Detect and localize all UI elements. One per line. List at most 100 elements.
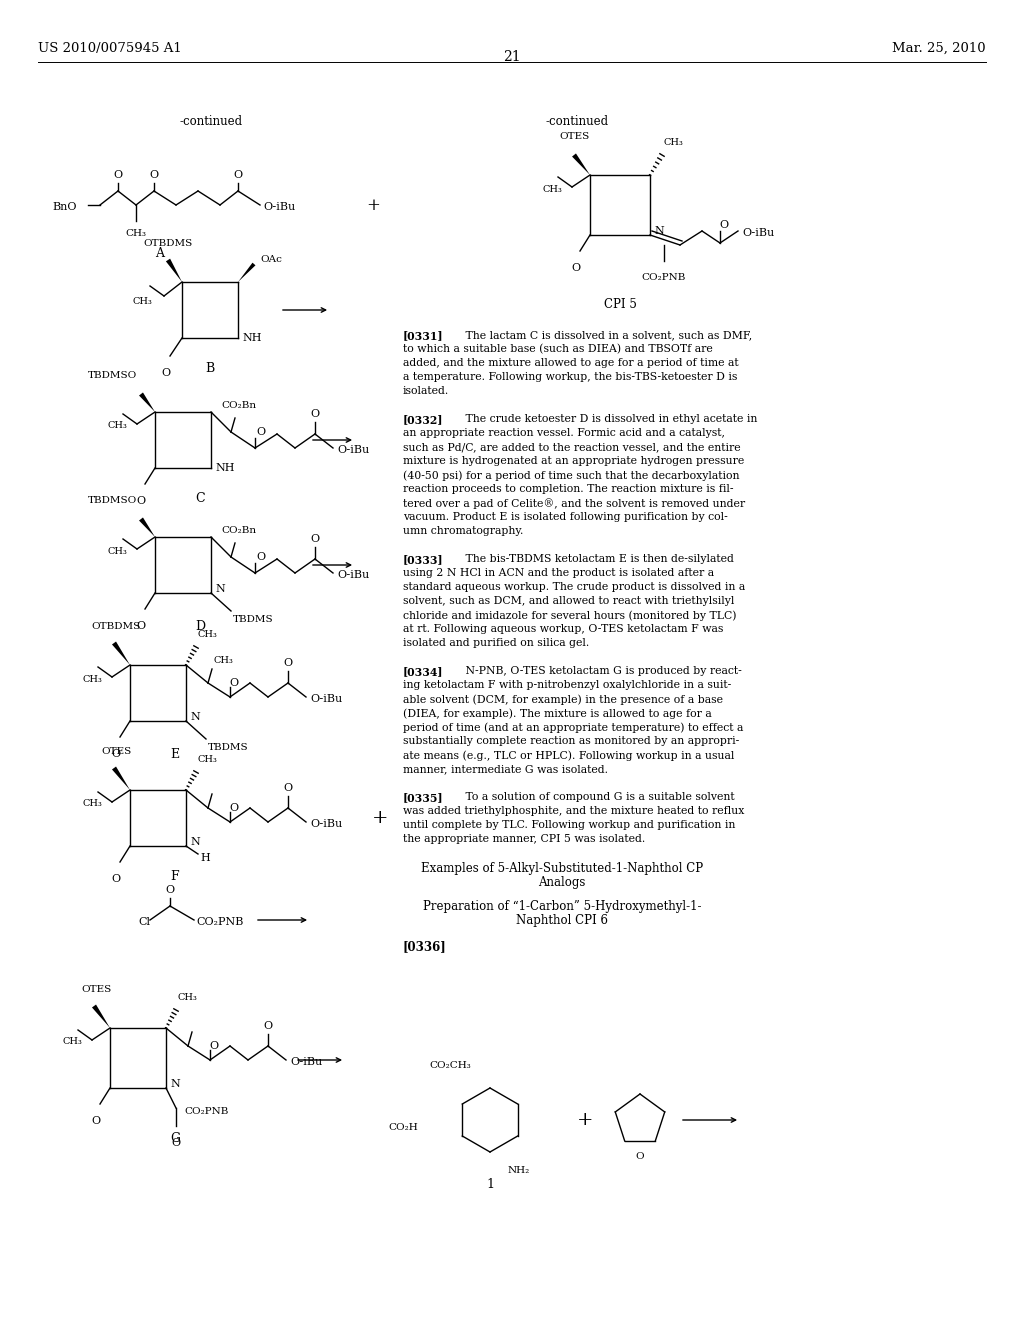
Text: ate means (e.g., TLC or HPLC). Following workup in a usual: ate means (e.g., TLC or HPLC). Following… bbox=[403, 750, 734, 760]
Text: CH₃: CH₃ bbox=[126, 228, 146, 238]
Text: CH₃: CH₃ bbox=[82, 675, 102, 684]
Text: NH: NH bbox=[242, 333, 261, 343]
Text: NH₂: NH₂ bbox=[508, 1166, 530, 1175]
Text: the appropriate manner, CPI 5 was isolated.: the appropriate manner, CPI 5 was isolat… bbox=[403, 834, 645, 843]
Text: CH₃: CH₃ bbox=[198, 630, 218, 639]
Text: D: D bbox=[195, 620, 205, 634]
Text: G: G bbox=[170, 1133, 180, 1144]
Text: mixture is hydrogenated at an appropriate hydrogen pressure: mixture is hydrogenated at an appropriat… bbox=[403, 455, 744, 466]
Text: CO₂PNB: CO₂PNB bbox=[184, 1107, 228, 1117]
Text: was added triethylphosphite, and the mixture heated to reflux: was added triethylphosphite, and the mix… bbox=[403, 807, 744, 816]
Text: to which a suitable base (such as DIEA) and TBSOTf are: to which a suitable base (such as DIEA) … bbox=[403, 345, 713, 354]
Polygon shape bbox=[92, 1005, 110, 1028]
Text: ing ketolactam F with p-nitrobenzyl oxalylchloride in a suit-: ing ketolactam F with p-nitrobenzyl oxal… bbox=[403, 680, 731, 690]
Polygon shape bbox=[238, 263, 256, 282]
Text: O: O bbox=[256, 552, 265, 562]
Text: CH₃: CH₃ bbox=[108, 546, 127, 556]
Text: The bis-TBDMS ketolactam E is then de-silylated: The bis-TBDMS ketolactam E is then de-si… bbox=[455, 554, 734, 564]
Text: CH₃: CH₃ bbox=[82, 800, 102, 808]
Text: CH₃: CH₃ bbox=[108, 421, 127, 430]
Text: added, and the mixture allowed to age for a period of time at: added, and the mixture allowed to age fo… bbox=[403, 358, 738, 368]
Polygon shape bbox=[139, 517, 155, 537]
Text: O: O bbox=[166, 884, 174, 895]
Text: [0331]: [0331] bbox=[403, 330, 443, 341]
Text: 1: 1 bbox=[486, 1177, 494, 1191]
Text: [0335]: [0335] bbox=[403, 792, 443, 803]
Text: O: O bbox=[310, 535, 319, 544]
Text: +: + bbox=[577, 1111, 593, 1129]
Text: -continued: -continued bbox=[545, 115, 608, 128]
Text: O: O bbox=[162, 368, 171, 378]
Polygon shape bbox=[139, 392, 155, 412]
Text: Naphthol CPI 6: Naphthol CPI 6 bbox=[516, 913, 608, 927]
Text: O-iBu: O-iBu bbox=[742, 228, 774, 238]
Text: tered over a pad of Celite®, and the solvent is removed under: tered over a pad of Celite®, and the sol… bbox=[403, 498, 745, 508]
Text: Mar. 25, 2010: Mar. 25, 2010 bbox=[892, 42, 986, 55]
Text: Analogs: Analogs bbox=[539, 876, 586, 888]
Text: solvent, such as DCM, and allowed to react with triethylsilyl: solvent, such as DCM, and allowed to rea… bbox=[403, 597, 734, 606]
Text: TBDMS: TBDMS bbox=[233, 615, 273, 624]
Text: isolated.: isolated. bbox=[403, 385, 450, 396]
Text: O: O bbox=[233, 170, 243, 180]
Text: +: + bbox=[372, 809, 388, 828]
Text: CH₃: CH₃ bbox=[132, 297, 152, 306]
Text: B: B bbox=[206, 362, 215, 375]
Text: O: O bbox=[720, 220, 728, 230]
Text: CH₃: CH₃ bbox=[214, 656, 233, 665]
Text: OAc: OAc bbox=[260, 256, 282, 264]
Text: a temperature. Following workup, the bis-TBS-ketoester D is: a temperature. Following workup, the bis… bbox=[403, 372, 737, 381]
Text: CO₂PNB: CO₂PNB bbox=[642, 273, 686, 282]
Text: CO₂Bn: CO₂Bn bbox=[221, 401, 256, 411]
Text: isolated and purified on silica gel.: isolated and purified on silica gel. bbox=[403, 638, 589, 648]
Text: (DIEA, for example). The mixture is allowed to age for a: (DIEA, for example). The mixture is allo… bbox=[403, 708, 712, 718]
Text: O-iBu: O-iBu bbox=[337, 445, 370, 455]
Polygon shape bbox=[166, 259, 182, 282]
Text: TBDMSO: TBDMSO bbox=[88, 371, 137, 380]
Text: Preparation of “1-Carbon” 5-Hydroxymethyl-1-: Preparation of “1-Carbon” 5-Hydroxymethy… bbox=[423, 900, 701, 913]
Text: O-iBu: O-iBu bbox=[337, 570, 370, 579]
Text: umn chromatography.: umn chromatography. bbox=[403, 525, 523, 536]
Text: CH₃: CH₃ bbox=[664, 139, 684, 147]
Text: O: O bbox=[114, 170, 123, 180]
Text: O: O bbox=[256, 426, 265, 437]
Text: CH₃: CH₃ bbox=[62, 1038, 82, 1047]
Text: F: F bbox=[171, 870, 179, 883]
Text: C: C bbox=[196, 492, 205, 506]
Text: [0332]: [0332] bbox=[403, 414, 443, 425]
Text: +: + bbox=[366, 197, 380, 214]
Text: O: O bbox=[136, 620, 145, 631]
Text: O: O bbox=[112, 748, 121, 759]
Text: -continued: -continued bbox=[179, 115, 242, 128]
Text: N: N bbox=[654, 226, 664, 236]
Text: O: O bbox=[636, 1152, 644, 1162]
Text: N-PNB, O-TES ketolactam G is produced by react-: N-PNB, O-TES ketolactam G is produced by… bbox=[455, 667, 741, 676]
Text: standard aqueous workup. The crude product is dissolved in a: standard aqueous workup. The crude produ… bbox=[403, 582, 745, 591]
Text: CO₂Bn: CO₂Bn bbox=[221, 525, 256, 535]
Text: N: N bbox=[170, 1078, 180, 1089]
Text: H: H bbox=[200, 853, 210, 863]
Text: O: O bbox=[136, 496, 145, 506]
Text: N: N bbox=[190, 837, 200, 847]
Text: TBDMSO: TBDMSO bbox=[88, 496, 137, 506]
Text: [0333]: [0333] bbox=[403, 554, 443, 565]
Text: period of time (and at an appropriate temperature) to effect a: period of time (and at an appropriate te… bbox=[403, 722, 743, 733]
Text: N: N bbox=[190, 711, 200, 722]
Text: To a solution of compound G is a suitable solvent: To a solution of compound G is a suitabl… bbox=[455, 792, 734, 803]
Text: The crude ketoester D is dissolved in ethyl acetate in: The crude ketoester D is dissolved in et… bbox=[455, 414, 758, 424]
Text: chloride and imidazole for several hours (monitored by TLC): chloride and imidazole for several hours… bbox=[403, 610, 736, 620]
Text: CO₂CH₃: CO₂CH₃ bbox=[429, 1061, 471, 1071]
Text: O: O bbox=[310, 409, 319, 418]
Text: vacuum. Product E is isolated following purification by col-: vacuum. Product E is isolated following … bbox=[403, 512, 728, 521]
Text: O: O bbox=[284, 657, 293, 668]
Text: Cl: Cl bbox=[138, 917, 150, 927]
Text: 21: 21 bbox=[503, 50, 521, 63]
Text: CH₃: CH₃ bbox=[542, 185, 562, 194]
Text: [0334]: [0334] bbox=[403, 667, 443, 677]
Text: CO₂H: CO₂H bbox=[388, 1123, 418, 1133]
Text: until complete by TLC. Following workup and purification in: until complete by TLC. Following workup … bbox=[403, 820, 735, 830]
Text: CH₃: CH₃ bbox=[178, 993, 198, 1002]
Text: A: A bbox=[156, 247, 165, 260]
Text: O: O bbox=[150, 170, 159, 180]
Text: able solvent (DCM, for example) in the presence of a base: able solvent (DCM, for example) in the p… bbox=[403, 694, 723, 705]
Text: CPI 5: CPI 5 bbox=[603, 298, 637, 312]
